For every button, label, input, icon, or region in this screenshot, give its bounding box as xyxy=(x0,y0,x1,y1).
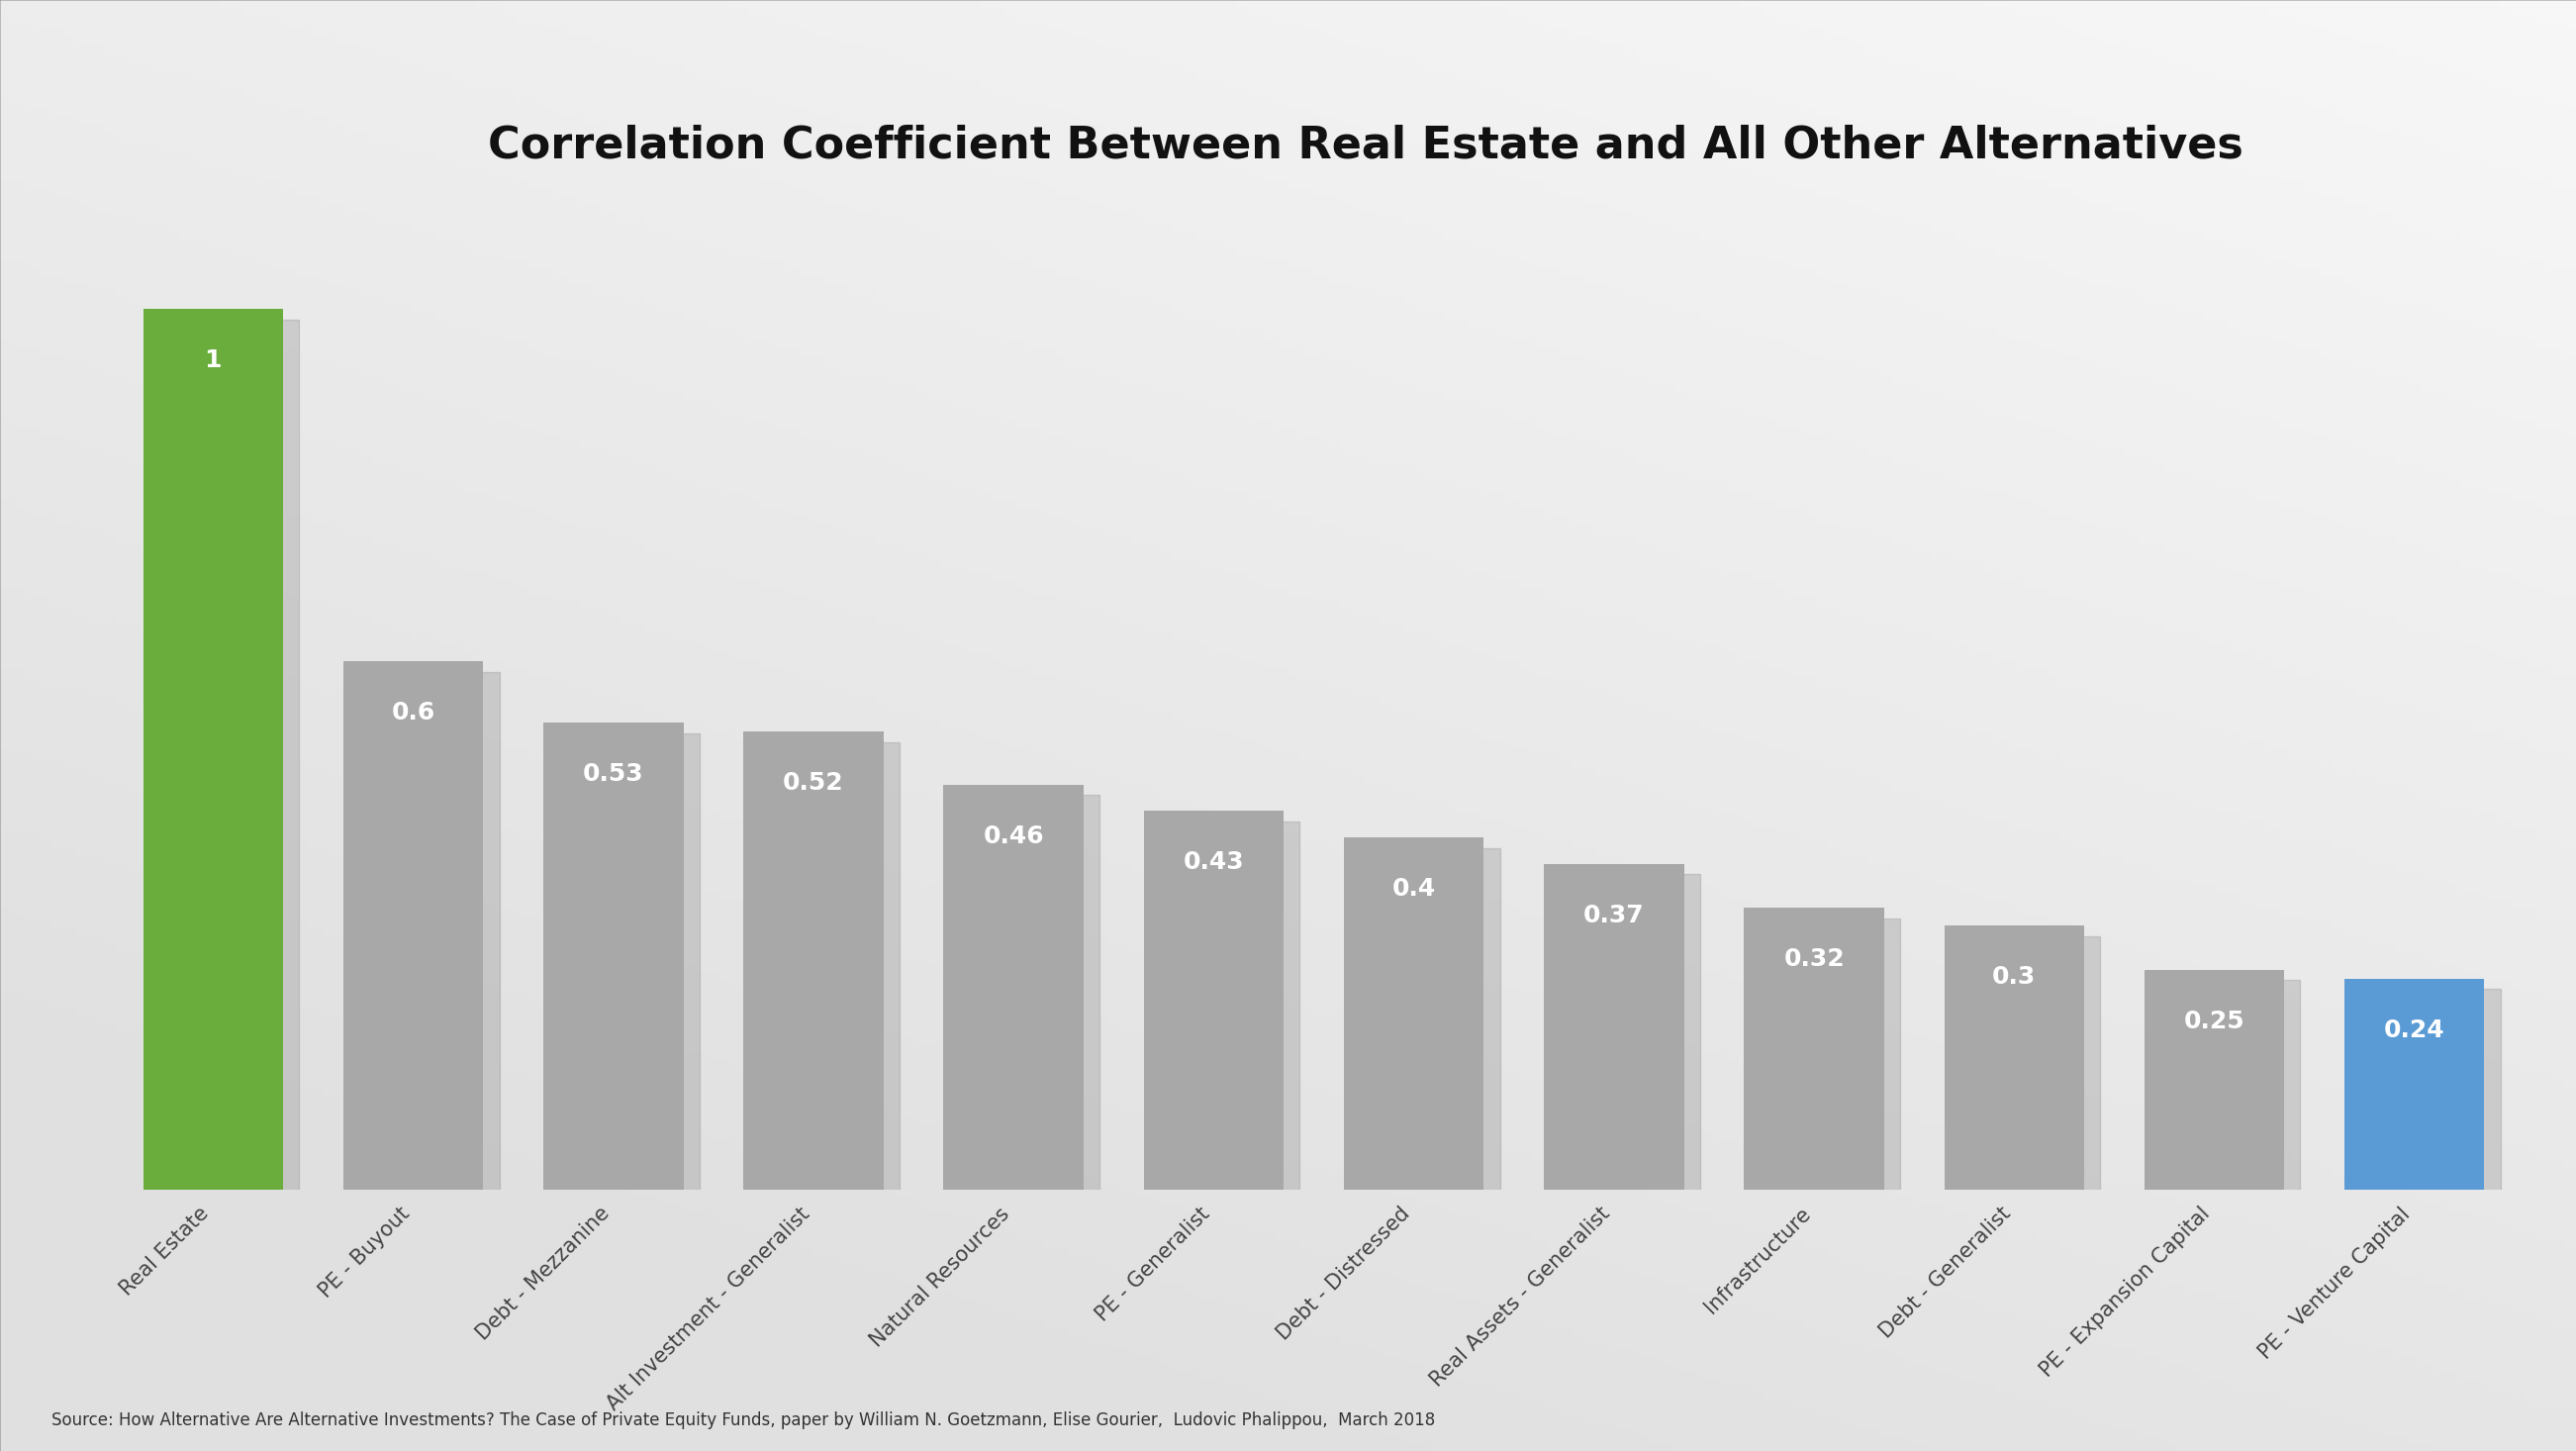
Text: 0.52: 0.52 xyxy=(783,772,845,795)
Text: 0.3: 0.3 xyxy=(1991,965,2035,990)
Bar xyxy=(1345,837,1484,1190)
Bar xyxy=(1744,908,1883,1190)
Bar xyxy=(559,734,701,1200)
Text: Correlation Coefficient Between Real Estate and All Other Alternatives: Correlation Coefficient Between Real Est… xyxy=(487,123,2244,167)
Bar xyxy=(544,723,683,1190)
Bar xyxy=(1561,875,1700,1200)
Text: 0.46: 0.46 xyxy=(984,824,1043,847)
Bar xyxy=(744,731,884,1190)
Bar xyxy=(760,743,899,1200)
Text: Source: How Alternative Are Alternative Investments? The Case of Private Equity : Source: How Alternative Are Alternative … xyxy=(52,1412,1435,1429)
Bar xyxy=(160,319,299,1200)
Text: 0.6: 0.6 xyxy=(392,701,435,724)
Text: 0.32: 0.32 xyxy=(1783,948,1844,971)
Text: 0.25: 0.25 xyxy=(2184,1010,2244,1033)
Bar xyxy=(2344,978,2483,1190)
Bar xyxy=(1159,821,1301,1200)
Text: 0.43: 0.43 xyxy=(1182,850,1244,875)
Text: 0.24: 0.24 xyxy=(2383,1019,2445,1042)
Text: 0.4: 0.4 xyxy=(1391,876,1435,901)
Bar xyxy=(1360,847,1499,1200)
Bar xyxy=(2161,981,2300,1200)
Bar xyxy=(943,785,1084,1190)
Bar xyxy=(144,309,283,1190)
Bar xyxy=(1759,918,1901,1200)
Text: 1: 1 xyxy=(204,348,222,373)
Bar xyxy=(343,662,484,1190)
Text: 0.37: 0.37 xyxy=(1584,904,1643,927)
Bar xyxy=(1960,936,2099,1200)
Bar xyxy=(358,672,500,1200)
Bar xyxy=(1543,863,1685,1190)
Bar xyxy=(1144,811,1283,1190)
Bar xyxy=(2360,990,2501,1200)
Text: 0.53: 0.53 xyxy=(582,763,644,786)
Bar xyxy=(958,795,1100,1200)
Bar xyxy=(2143,969,2285,1190)
Bar xyxy=(1945,926,2084,1190)
